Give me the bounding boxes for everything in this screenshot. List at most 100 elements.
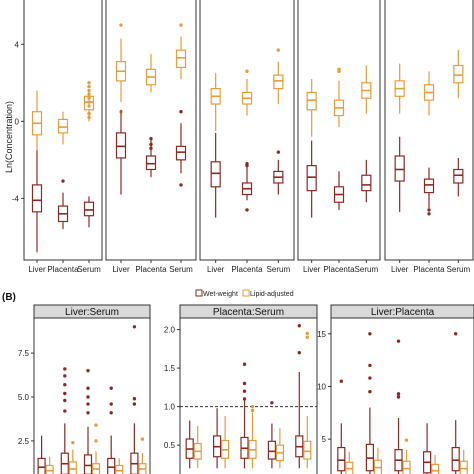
x-tick-label-a: Placenta [47,265,79,274]
box-a-lipid-box [306,91,317,111]
box-a-wet-outlier [149,136,153,141]
box-b-wet-outlier [109,411,113,415]
box-b-wet-outlier [63,367,67,371]
box-b-lipid-outlier [94,439,98,443]
box-b-wet-outlier [86,368,90,373]
box-b-wet-box [451,446,460,472]
x-tick-label-a: Serum [169,265,193,274]
facet-frame-b-3 [330,317,474,474]
facet-frame-b-1 [33,317,151,474]
legend-swatch-wet [195,289,203,297]
box-b-wet-outlier [368,376,372,380]
box-b-wet-outlier [297,324,301,328]
y-tick-label-a: 0 [15,117,20,126]
box-b-lipid-outlier [94,423,98,427]
box-b-wet-outlier [242,381,247,386]
box-b-wet-outlier [297,350,301,355]
y-tick-label-b: 1.0 [164,403,176,412]
box-b-wet-outlier [242,397,247,401]
box-b-wet-outlier [132,397,137,401]
y-tick-label-b: 0.5 [164,441,176,450]
box-a-lipid-box [175,49,187,69]
box-b-lipid-outlier [250,408,255,413]
box-b-wet-outlier [270,401,274,405]
box-b-wet-outlier [242,362,247,366]
box-b-wet-outlier [63,398,67,403]
y-tick-label-a: -4 [12,194,20,203]
box-a-lipid-outlier [119,23,123,27]
box-a-wet-outlier [276,150,281,154]
box-a-lipid-outlier [87,104,91,108]
box-b-lipid-outlier [71,440,75,445]
box-a-wet-outlier [245,208,249,212]
facet-frame-a-4 [297,0,381,261]
box-a-lipid-outlier [87,115,91,120]
box-a-lipid-outlier [87,84,91,89]
facet-strip-label-b-3: Liver:Placenta [371,307,435,318]
facet-strip-label-b-2: Placenta:Serum [213,307,284,318]
box-b-lipid-outlier [250,404,255,409]
box-b-wet-outlier [454,332,458,336]
box-b-wet-outlier [63,374,67,378]
box-b-lipid-box [68,461,77,474]
box-b-lipid-outlier [305,331,309,336]
box-a-wet-outlier [179,183,183,187]
y-tick-label-b: 1.5 [164,364,176,373]
y-tick-label-a: 4 [15,40,20,49]
y-tick-label-b: 2.0 [164,326,176,335]
x-tick-label-a: Serum [447,265,471,274]
box-b-lipid-box [115,464,124,474]
y-tick-label-b: 7.5 [18,349,30,358]
box-a-wet-box [210,161,221,188]
box-a-wet-box [453,168,464,184]
box-a-lipid-box [453,64,464,84]
box-a-wet-outlier [427,212,431,216]
x-tick-label-a: Serum [267,265,291,274]
box-a-lipid-outlier [179,23,183,27]
box-a-wet-outlier [245,162,249,166]
box-b-wet-outlier [63,391,67,396]
box-a-lipid-box [273,74,284,90]
x-tick-label-a: Liver [112,265,130,274]
box-a-wet-box [423,178,435,194]
box-a-lipid-outlier [337,67,341,72]
box-b-wet-outlier [396,392,401,396]
y-tick-label-b: 15 [317,330,326,339]
box-b-lipid-outlier [140,437,145,441]
x-tick-label-a: Placenta [413,265,445,274]
box-b-lipid-box [45,464,54,474]
box-b-wet-outlier [86,411,90,415]
box-a-wet-box [306,165,317,192]
x-tick-label-a: Serum [355,265,379,274]
box-a-lipid-outlier [245,69,249,73]
box-b-wet-outlier [109,386,113,390]
facet-frame-b-2 [179,317,318,474]
x-tick-label-a: Liver [303,265,321,274]
x-tick-label-a: Placenta [231,265,263,274]
box-b-wet-box [37,457,46,474]
box-b-wet-outlier [368,332,372,336]
box-b-wet-outlier [109,402,113,406]
box-b-wet-box [83,454,93,474]
x-tick-label-a: Liver [28,265,46,274]
box-b-wet-outlier [368,390,372,394]
box-a-wet-box [31,184,43,213]
box-a-lipid-outlier [87,96,91,100]
box-b-lipid-box [431,463,440,474]
panel-label-b: (B) [2,292,16,303]
legend-label-lipid: Lipid-adjusted [250,291,294,298]
panel-b-plots: Liver:Serum 2.5 5.0 7.5 Placenta:Serum 0.5 1.0… [18,304,474,474]
box-b-wet-box [337,446,346,472]
box-b-lipid-box [303,440,312,460]
box-b-wet-box [267,440,276,460]
box-a-wet-outlier [427,208,431,212]
box-b-wet-outlier [63,409,67,413]
box-b-wet-outlier [86,402,90,406]
y-axis-label-a: Ln(Concentration) [4,101,14,173]
box-a-wet-box [361,174,372,192]
box-b-wet-outlier [396,339,401,343]
box-b-wet-outlier [86,386,90,390]
y-tick-label-b: 2.5 [18,437,30,446]
legend-swatch-lipid [242,289,250,297]
